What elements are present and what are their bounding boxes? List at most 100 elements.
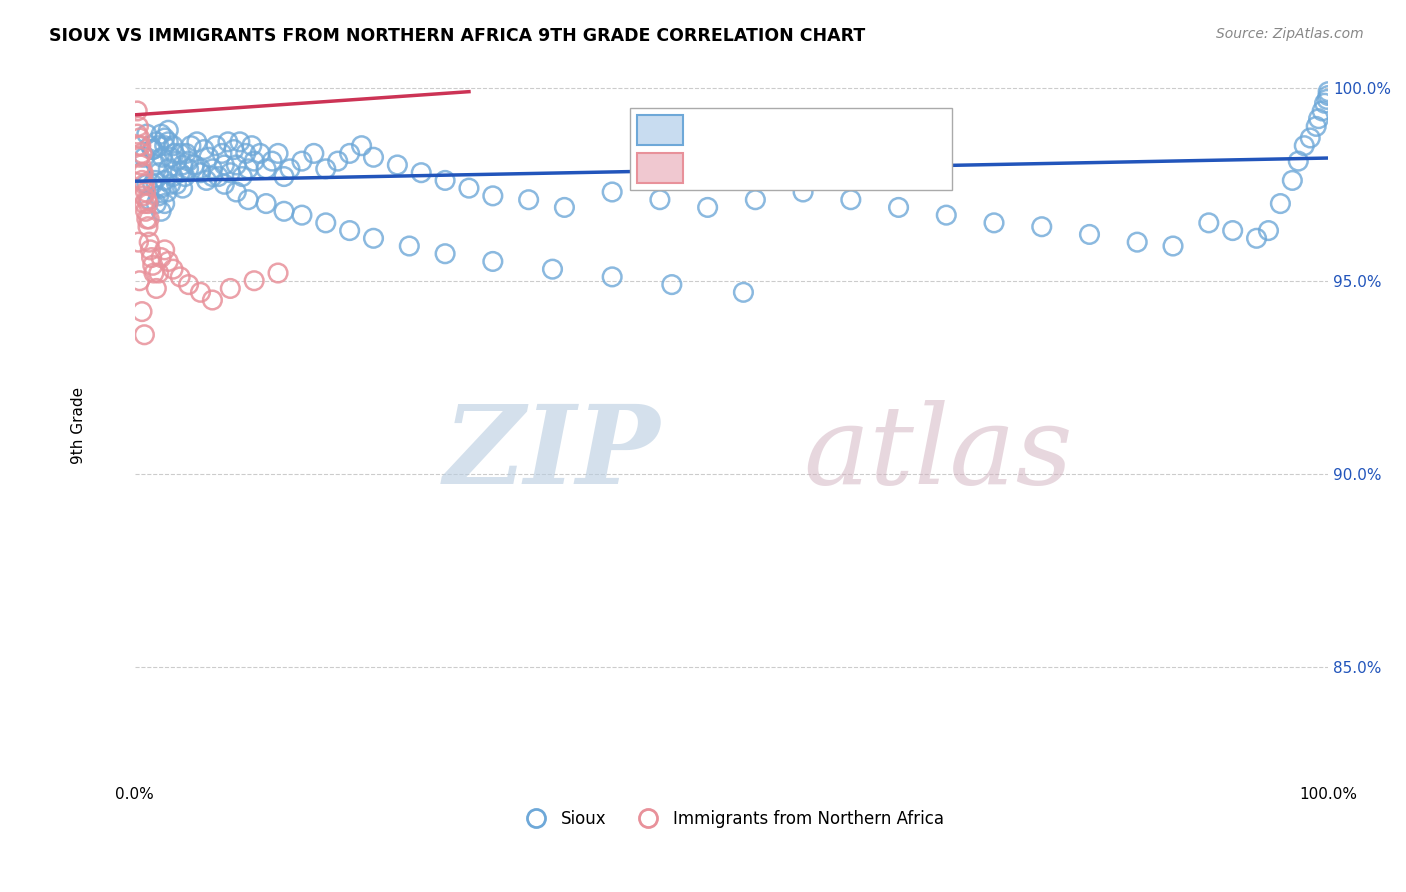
Point xyxy=(214,158,236,172)
Point xyxy=(326,154,349,169)
Point xyxy=(190,166,212,180)
Point xyxy=(132,166,155,180)
Text: R = 0.491   N = 44: R = 0.491 N = 44 xyxy=(692,158,876,176)
Point xyxy=(156,185,179,199)
Point xyxy=(339,146,361,161)
Point xyxy=(363,150,385,164)
Point xyxy=(839,193,862,207)
Point xyxy=(267,266,290,280)
Point xyxy=(136,196,159,211)
FancyBboxPatch shape xyxy=(637,115,682,145)
Point xyxy=(482,254,505,268)
Point xyxy=(162,138,184,153)
Point xyxy=(134,196,156,211)
Point xyxy=(132,189,155,203)
Point xyxy=(190,161,212,176)
Point xyxy=(339,223,361,237)
Point xyxy=(153,243,176,257)
Point xyxy=(142,258,165,272)
Point xyxy=(142,178,165,192)
Point xyxy=(153,131,176,145)
Point xyxy=(235,146,257,161)
Point xyxy=(434,246,457,260)
Point xyxy=(225,185,247,199)
Point xyxy=(127,127,149,141)
Point xyxy=(169,269,191,284)
Point xyxy=(249,146,271,161)
Point xyxy=(291,208,314,222)
Point xyxy=(1317,85,1340,99)
Point xyxy=(131,173,153,187)
Point xyxy=(135,127,157,141)
Point xyxy=(1286,154,1309,169)
Legend: Sioux, Immigrants from Northern Africa: Sioux, Immigrants from Northern Africa xyxy=(512,804,950,835)
Text: SIOUX VS IMMIGRANTS FROM NORTHERN AFRICA 9TH GRADE CORRELATION CHART: SIOUX VS IMMIGRANTS FROM NORTHERN AFRICA… xyxy=(49,27,866,45)
Point xyxy=(214,178,236,192)
Point xyxy=(225,158,247,172)
Point xyxy=(935,208,957,222)
Point xyxy=(153,138,176,153)
Point xyxy=(363,231,385,245)
Point xyxy=(134,150,156,164)
Point xyxy=(1126,235,1149,249)
Point xyxy=(1198,216,1220,230)
Point xyxy=(411,166,433,180)
Point xyxy=(1031,219,1053,234)
Point xyxy=(138,235,160,249)
Point xyxy=(128,150,150,164)
Point xyxy=(135,193,157,207)
Point xyxy=(201,169,224,184)
Point xyxy=(145,281,167,295)
Point xyxy=(142,143,165,157)
Point xyxy=(166,154,188,169)
Point xyxy=(141,251,163,265)
Point xyxy=(153,196,176,211)
Point xyxy=(1161,239,1184,253)
Point xyxy=(145,158,167,172)
Point xyxy=(127,103,149,118)
Point xyxy=(517,193,540,207)
Point xyxy=(243,274,266,288)
Point xyxy=(142,266,165,280)
Point xyxy=(278,161,301,176)
Point xyxy=(174,146,197,161)
Point xyxy=(163,146,186,161)
Point xyxy=(1308,112,1330,126)
Point xyxy=(273,204,295,219)
Point xyxy=(983,216,1005,230)
Point xyxy=(434,173,457,187)
Point xyxy=(207,169,229,184)
Point xyxy=(600,269,623,284)
Text: R = 0.174   N = 132: R = 0.174 N = 132 xyxy=(692,120,889,138)
Point xyxy=(127,138,149,153)
Point xyxy=(733,285,755,300)
Point xyxy=(217,135,239,149)
Point xyxy=(143,173,166,187)
Point xyxy=(148,138,170,153)
Point xyxy=(134,327,156,342)
Point xyxy=(157,135,180,149)
Point xyxy=(135,204,157,219)
Point xyxy=(128,274,150,288)
Y-axis label: 9th Grade: 9th Grade xyxy=(72,387,86,464)
Point xyxy=(131,146,153,161)
Point xyxy=(134,178,156,192)
Point xyxy=(145,196,167,211)
Text: Source: ZipAtlas.com: Source: ZipAtlas.com xyxy=(1216,27,1364,41)
Point xyxy=(174,169,197,184)
Point xyxy=(541,262,564,277)
Point xyxy=(129,166,152,180)
Point xyxy=(1305,120,1327,134)
Point xyxy=(387,158,409,172)
Point xyxy=(1316,92,1339,106)
Point xyxy=(169,166,191,180)
Point xyxy=(696,201,718,215)
Point xyxy=(127,235,149,249)
Point xyxy=(198,150,221,164)
Point xyxy=(139,138,162,153)
Point xyxy=(142,143,165,157)
Point xyxy=(291,154,314,169)
Point xyxy=(162,262,184,277)
Point xyxy=(148,166,170,180)
Point xyxy=(1246,231,1268,245)
